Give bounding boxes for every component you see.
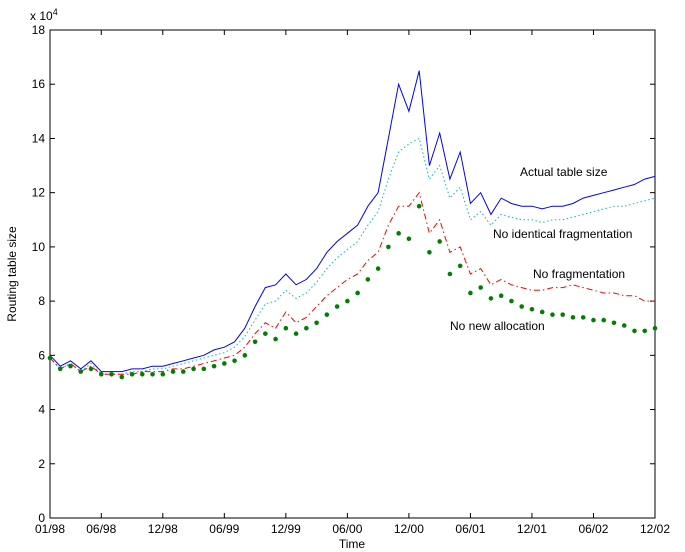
data-point (621, 323, 627, 328)
y-tick-label: 10 (32, 240, 46, 254)
data-point (273, 336, 278, 342)
data-point (98, 372, 104, 377)
x-tick-label: 12/99 (271, 522, 301, 536)
y-tick-label: 6 (38, 348, 45, 362)
data-point (252, 339, 258, 345)
x-tick-label: 01/98 (35, 522, 65, 536)
data-point (139, 372, 145, 377)
y-multiplier-base: x 10 (30, 9, 53, 23)
data-point (550, 312, 555, 317)
data-point (375, 266, 381, 271)
data-point (591, 317, 596, 323)
y-tick-label: 12 (32, 186, 46, 200)
y-multiplier: x 104 (30, 7, 58, 23)
plot-frame (49, 29, 656, 519)
x-axis-label: Time (339, 537, 366, 551)
data-point (437, 239, 442, 244)
data-point (283, 325, 289, 331)
data-point (652, 325, 658, 331)
data-point (406, 236, 412, 242)
data-point (263, 331, 268, 336)
data-point (211, 363, 217, 369)
x-tick-label: 06/00 (332, 522, 362, 536)
data-point (181, 369, 186, 374)
x-tick-label: 06/98 (86, 522, 116, 536)
data-point (457, 263, 463, 269)
data-point (580, 315, 586, 320)
data-point (222, 361, 227, 366)
data-point (468, 290, 473, 296)
data-point (78, 369, 84, 374)
data-point (355, 290, 360, 296)
data-point (365, 277, 371, 282)
data-point (611, 320, 617, 326)
y-tick-label: 14 (32, 131, 46, 145)
data-point (119, 374, 125, 380)
y-multiplier-exponent: 4 (53, 7, 58, 17)
data-point (447, 271, 453, 277)
data-point (519, 304, 524, 309)
y-tick-label: 0 (38, 511, 45, 525)
data-point (324, 312, 330, 317)
data-point (232, 358, 237, 364)
y-tick-label: 18 (32, 23, 46, 37)
x-tick-label: 12/98 (148, 522, 178, 536)
data-point (560, 312, 566, 317)
data-point (539, 309, 545, 315)
x-tick-label: 06/02 (578, 522, 608, 536)
data-point (642, 328, 648, 334)
data-point (529, 306, 535, 312)
data-point (88, 366, 94, 372)
x-tick-label: 06/01 (455, 522, 485, 536)
data-point (314, 320, 319, 326)
x-tick-label: 06/99 (209, 522, 239, 536)
data-point (160, 372, 166, 377)
data-point (632, 328, 637, 334)
series-label: No new allocation (450, 319, 545, 333)
x-tick-label: 12/01 (517, 522, 547, 536)
x-tick-label: 12/02 (640, 522, 670, 536)
data-point (345, 298, 350, 304)
series-line (49, 191, 655, 375)
data-point (57, 366, 63, 372)
data-point (478, 285, 483, 290)
data-point (334, 304, 340, 309)
data-point (396, 231, 401, 236)
data-point (509, 298, 514, 304)
series-label: No identical fragmentation (493, 227, 632, 241)
data-point (601, 317, 607, 323)
data-point (150, 372, 155, 377)
data-point (304, 325, 309, 331)
data-point (498, 293, 504, 298)
series-label: No fragmentation (533, 267, 625, 281)
data-point (427, 250, 432, 255)
data-point (242, 353, 248, 358)
data-point (201, 366, 207, 372)
data-point (570, 315, 576, 320)
data-point (47, 355, 53, 361)
x-tick-label: 12/00 (394, 522, 424, 536)
series-line (49, 70, 656, 373)
data-point (386, 244, 391, 250)
data-point (191, 366, 196, 372)
data-point (68, 363, 73, 369)
data-point (293, 331, 299, 336)
data-point (109, 372, 114, 377)
data-point (170, 369, 176, 374)
y-tick-label: 2 (38, 457, 45, 471)
data-point (129, 372, 135, 377)
data-point (488, 296, 494, 301)
y-axis-label: Routing table size (5, 226, 19, 322)
series-label: Actual table size (520, 165, 608, 179)
data-point (416, 203, 422, 209)
y-tick-label: 8 (38, 294, 45, 308)
y-tick-label: 4 (38, 403, 45, 417)
y-tick-label: 16 (32, 77, 46, 91)
